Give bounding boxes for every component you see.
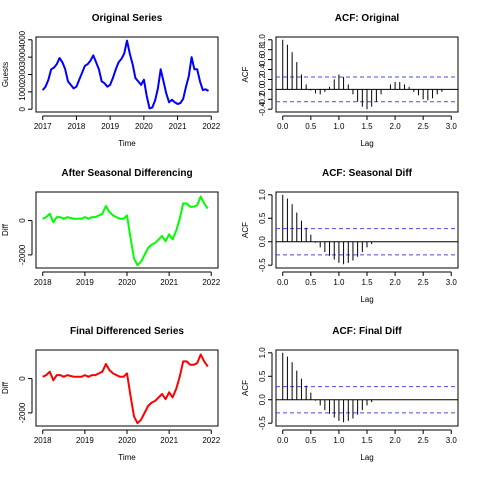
original-y-axis-label: Guests	[1, 62, 10, 87]
acf-seasonal-diff-y-tick-label: 1.0	[258, 189, 267, 201]
original-series-line	[41, 39, 210, 110]
original-title: Original Series	[92, 13, 163, 24]
final-diff-plot-frame	[35, 349, 219, 427]
acf-original-y-tick-label: 1.0	[258, 34, 267, 46]
original-x-tick-label: 2017	[34, 122, 52, 131]
final-diff-series-line	[42, 353, 209, 425]
acf-seasonal-diff-x-axis-label: Lag	[360, 295, 373, 304]
seasonal-diff-x-tick-label: 2021	[160, 278, 178, 287]
seasonal-diff-y-tick-label: -2000	[18, 244, 27, 265]
original-y-tick-label: 1000	[18, 82, 27, 100]
final-diff-x-tick-label: 2021	[160, 436, 178, 445]
final-diff-x-tick-label: 2019	[76, 436, 94, 445]
original-y-tick-label: 3000	[18, 48, 27, 66]
acf-final-diff-x-tick-label: 1.0	[333, 436, 345, 445]
acf-final-diff-y-tick-label: 1.0	[258, 347, 267, 359]
acf-final-diff-x-tick-label: 0.5	[305, 436, 317, 445]
acf-original-y-tick-label: -0.4	[258, 102, 267, 116]
acf-final-diff-y-axis-label: ACF	[241, 380, 250, 396]
seasonal-diff-x-tick-label: 2020	[118, 278, 136, 287]
seasonal-diff-x-tick-label: 2018	[34, 278, 52, 287]
acf-seasonal-diff-y-tick-label: 0.5	[258, 212, 267, 224]
seasonal-diff-x-tick-label: 2019	[76, 278, 94, 287]
acf-original-plot-frame	[275, 36, 459, 113]
acf-original-y-tick-label: -0.2	[258, 92, 267, 106]
acf-original-y-tick-label: 0.0	[258, 83, 267, 95]
seasonal-diff-y-tick-label: 0	[18, 218, 27, 223]
acf-final-diff-x-tick-label: 1.5	[361, 436, 373, 445]
acf-seasonal-diff-x-tick-label: 1.5	[361, 278, 373, 287]
acf-seasonal-diff-y-axis-label: ACF	[241, 222, 250, 238]
acf-seasonal-diff-x-tick-label: 2.5	[418, 278, 430, 287]
acf-seasonal-diff-y-tick-label: 0.0	[258, 236, 267, 248]
acf-seasonal-diff-x-tick-label: 0.0	[277, 278, 289, 287]
acf-original-y-axis-label: ACF	[241, 66, 250, 82]
original-x-tick-label: 2021	[169, 122, 187, 131]
original-y-tick-label: 0	[18, 106, 27, 111]
acf-original-x-tick-label: 2.0	[390, 122, 402, 131]
acf-original-y-tick-label: 0.2	[258, 73, 267, 85]
seasonal-diff-title: After Seasonal Differencing	[61, 168, 192, 179]
acf-seasonal-diff-plot-frame	[275, 191, 459, 269]
final-diff-y-tick-label: -2000	[18, 402, 27, 423]
acf-final-diff-x-tick-label: 2.5	[418, 436, 430, 445]
acf-final-diff-y-tick-label: 0.5	[258, 370, 267, 382]
acf-original-x-tick-label: 3.0	[446, 122, 458, 131]
acf-final-diff-plot-frame	[275, 349, 459, 427]
acf-original-x-tick-label: 1.0	[333, 122, 345, 131]
final-diff-x-axis-label: Time	[118, 453, 136, 462]
acf-original-x-tick-label: 1.5	[361, 122, 373, 131]
seasonal-diff-series-line	[42, 195, 209, 267]
acf-seasonal-diff-x-tick-label: 0.5	[305, 278, 317, 287]
acf-seasonal-diff-y-tick-label: -0.5	[258, 258, 267, 272]
acf-final-diff-y-tick-label: -0.5	[258, 416, 267, 430]
acf-original-x-tick-label: 0.0	[277, 122, 289, 131]
seasonal-diff-plot-frame	[35, 191, 219, 269]
final-diff-x-tick-label: 2020	[118, 436, 136, 445]
final-diff-x-tick-label: 2022	[202, 436, 220, 445]
acf-final-diff-x-tick-label: 3.0	[446, 436, 458, 445]
original-x-tick-label: 2019	[101, 122, 119, 131]
acf-original-title: ACF: Original	[335, 13, 400, 24]
final-diff-y-axis-label: Diff	[1, 381, 10, 394]
original-y-tick-label: 4000	[18, 30, 27, 48]
acf-original-x-tick-label: 0.5	[305, 122, 317, 131]
acf-final-diff-title: ACF: Final Diff	[332, 326, 402, 337]
acf-original-x-axis-label: Lag	[360, 139, 373, 148]
acf-seasonal-diff-title: ACF: Seasonal Diff	[322, 168, 413, 179]
acf-seasonal-diff-x-tick-label: 1.0	[333, 278, 345, 287]
original-y-tick-label: 2000	[18, 65, 27, 83]
final-diff-title: Final Differenced Series	[70, 326, 184, 337]
acf-original-y-tick-label: 0.8	[258, 44, 267, 56]
original-x-tick-label: 2018	[68, 122, 86, 131]
seasonal-diff-y-axis-label: Diff	[1, 223, 10, 236]
acf-final-diff-x-tick-label: 2.0	[390, 436, 402, 445]
acf-seasonal-diff-x-tick-label: 2.0	[390, 278, 402, 287]
acf-final-diff-x-tick-label: 0.0	[277, 436, 289, 445]
final-diff-x-tick-label: 2018	[34, 436, 52, 445]
acf-final-diff-x-axis-label: Lag	[360, 453, 373, 462]
original-x-axis-label: Time	[118, 139, 136, 148]
original-x-tick-label: 2020	[135, 122, 153, 131]
acf-original-y-tick-label: 0.6	[258, 54, 267, 66]
acf-final-diff-y-tick-label: 0.0	[258, 394, 267, 406]
acf-original-y-tick-label: 0.4	[258, 63, 267, 75]
seasonal-diff-x-tick-label: 2022	[202, 278, 220, 287]
final-diff-y-tick-label: 0	[18, 376, 27, 381]
original-x-tick-label: 2022	[202, 122, 220, 131]
original-plot-frame	[35, 36, 219, 113]
acf-original-x-tick-label: 2.5	[418, 122, 430, 131]
acf-seasonal-diff-x-tick-label: 3.0	[446, 278, 458, 287]
